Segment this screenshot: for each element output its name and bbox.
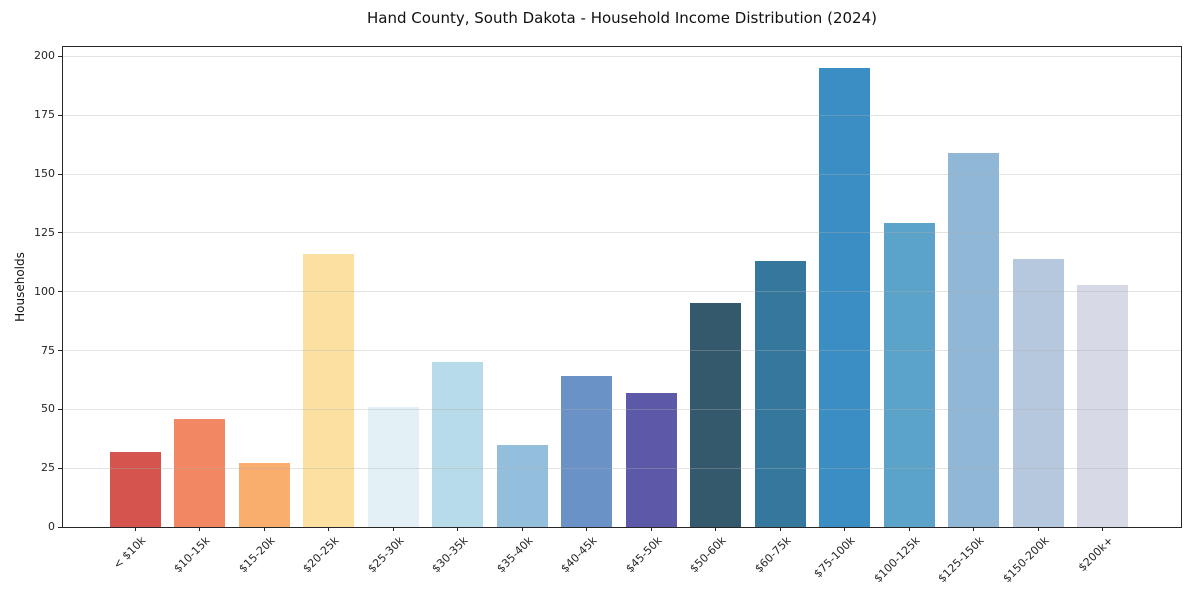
bar — [496, 444, 548, 527]
x-tick-label: $150-200k — [1000, 534, 1052, 586]
x-tick-label: $25-30k — [365, 534, 407, 576]
y-tick-label: 200 — [34, 49, 55, 63]
gridline — [63, 408, 1181, 410]
x-tick-mark — [844, 527, 846, 531]
y-tick-mark — [58, 467, 62, 469]
y-tick-label: 125 — [34, 225, 55, 239]
x-tick-mark — [521, 527, 523, 531]
gridline — [63, 350, 1181, 352]
x-tick-label: $40-45k — [558, 534, 600, 576]
bar — [432, 362, 484, 527]
y-tick-mark — [58, 291, 62, 293]
x-tick-mark — [263, 527, 265, 531]
x-tick-mark — [779, 527, 781, 531]
bar — [303, 254, 355, 527]
y-tick-label: 175 — [34, 108, 55, 122]
gridline — [63, 232, 1181, 234]
x-tick-mark — [1102, 527, 1104, 531]
y-tick-label: 25 — [41, 461, 55, 475]
bar — [109, 451, 161, 527]
y-tick-label: 0 — [48, 520, 55, 533]
x-tick-mark — [1037, 527, 1039, 531]
bar — [367, 407, 419, 527]
x-tick-mark — [199, 527, 201, 531]
x-tick-mark — [650, 527, 652, 531]
y-tick-label: 100 — [34, 284, 55, 298]
gridline — [63, 173, 1181, 175]
x-tick-mark — [586, 527, 588, 531]
y-tick-mark — [58, 173, 62, 175]
x-tick-label: $20-25k — [300, 534, 342, 576]
x-tick-label: $35-40k — [494, 534, 536, 576]
gridline — [63, 291, 1181, 293]
bar — [690, 303, 742, 527]
bar — [819, 68, 871, 527]
x-tick-label: < $10k — [110, 534, 149, 572]
x-tick-mark — [908, 527, 910, 531]
x-tick-mark — [715, 527, 717, 531]
gridline — [63, 55, 1181, 57]
x-tick-label: $15-20k — [236, 534, 278, 576]
y-tick-label: 150 — [34, 167, 55, 181]
y-tick-mark — [58, 350, 62, 352]
bar — [883, 223, 935, 527]
x-tick-label: $100-125k — [871, 534, 923, 586]
x-tick-label: $60-75k — [752, 534, 794, 576]
x-tick-label: $50-60k — [687, 534, 729, 576]
bar — [1012, 258, 1064, 527]
bar — [561, 376, 613, 527]
y-tick-mark — [58, 55, 62, 57]
x-tick-label: $30-35k — [429, 534, 471, 576]
x-tick-mark — [328, 527, 330, 531]
chart-title: Hand County, South Dakota - Household In… — [367, 9, 877, 27]
bar — [174, 418, 226, 527]
bar — [754, 261, 806, 527]
bar — [625, 392, 677, 527]
bar — [238, 463, 290, 527]
y-tick-mark — [58, 526, 62, 528]
plot-area: 0 25 50 75 100 125 150 175 200 < $10k $10-15k $15-2… — [34, 46, 1182, 585]
x-tick-label: $45-50k — [623, 534, 665, 576]
bar — [948, 152, 1000, 527]
x-tick-label: $10-15k — [171, 534, 213, 576]
x-tick-label: $125-150k — [935, 534, 987, 586]
y-tick-mark — [58, 114, 62, 116]
bar — [1077, 284, 1129, 527]
x-tick-label: $200k+ — [1075, 534, 1116, 575]
y-tick-label: 75 — [41, 343, 55, 357]
x-tick-mark — [973, 527, 975, 531]
x-tick-mark — [392, 527, 394, 531]
x-tick-mark — [457, 527, 459, 531]
x-tick-label: $75-100k — [811, 534, 858, 581]
gridline — [63, 114, 1181, 116]
gridline — [63, 467, 1181, 469]
y-tick-label: 50 — [41, 402, 55, 416]
y-axis-label: Households — [13, 252, 27, 322]
y-tick-mark — [58, 408, 62, 410]
x-tick-mark — [134, 527, 136, 531]
y-tick-mark — [58, 232, 62, 234]
